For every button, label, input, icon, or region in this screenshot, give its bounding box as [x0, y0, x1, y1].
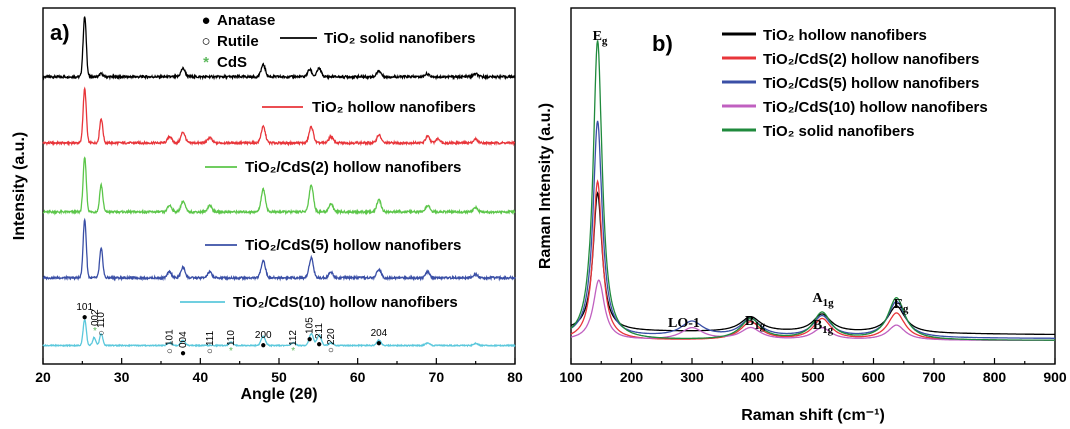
xrd-series-label: TiO₂/CdS(2) hollow nanofibers: [245, 159, 461, 176]
raman-x-axis-title: Raman shift (cm⁻¹): [741, 407, 885, 424]
hkl-label: 101: [165, 329, 176, 346]
raman-peak-label: LO-1: [668, 316, 700, 331]
xrd-x-tick-label: 80: [507, 369, 523, 385]
hkl-label: 110: [226, 330, 237, 346]
hkl-label: 204: [371, 328, 388, 339]
hkl-label: 004: [178, 331, 189, 348]
hkl-marker: ○: [328, 345, 334, 356]
raman-series-line: [570, 191, 1056, 336]
hkl-marker: ●: [260, 340, 266, 351]
raman-legend-label: TiO₂/CdS(10) hollow nanofibers: [763, 99, 988, 116]
hkl-marker: ●: [307, 334, 313, 345]
raman-chart: 100 200 300 400 500 600 700 800 900 b) Eg LO-1 B1g…: [537, 7, 1067, 424]
hkl-marker: ●: [180, 348, 186, 359]
xrd-series-label: TiO₂ hollow nanofibers: [312, 99, 476, 116]
hkl-label: 220: [326, 328, 337, 345]
hkl-label: 002: [90, 309, 101, 326]
raman-legend-label: TiO₂/CdS(5) hollow nanofibers: [763, 75, 979, 92]
phase-legend-label: CdS: [217, 54, 247, 71]
xrd-x-tick-label: 30: [114, 369, 130, 385]
hkl-marker: ○: [167, 346, 173, 357]
phase-legend-marker: *: [203, 54, 209, 71]
xrd-x-tick-label: 60: [350, 369, 366, 385]
hkl-marker: ○: [207, 346, 213, 357]
hkl-marker: ●: [82, 312, 88, 323]
hkl-label: 101: [76, 302, 93, 313]
xrd-x-tick-label: 40: [193, 369, 209, 385]
raman-x-tick-label: 800: [983, 369, 1007, 385]
raman-x-tick-label: 900: [1043, 369, 1067, 385]
phase-legend-label: Rutile: [217, 33, 259, 50]
phase-legend-label: Anatase: [217, 12, 275, 29]
raman-peak-label: B1g: [745, 314, 766, 332]
raman-legend-label: TiO₂/CdS(2) hollow nanofibers: [763, 51, 979, 68]
xrd-series-label: TiO₂ solid nanofibers: [324, 30, 475, 47]
panel-label-b: b): [652, 31, 673, 56]
xrd-series-line: [42, 15, 516, 81]
raman-peak-label: Eg: [593, 29, 608, 47]
raman-x-tick-label: 300: [680, 369, 704, 385]
phase-legend-marker: ○: [201, 33, 210, 50]
hkl-label: 112: [288, 330, 299, 346]
raman-x-tick-label: 400: [741, 369, 765, 385]
hkl-marker: ●: [376, 338, 382, 349]
raman-x-tick-label: 600: [862, 369, 886, 385]
xrd-series-line: [42, 217, 516, 282]
xrd-series-label: TiO₂/CdS(5) hollow nanofibers: [245, 237, 461, 254]
raman-peak-label: B1g: [813, 318, 834, 336]
raman-peak-label: A1g: [812, 291, 834, 309]
raman-series-line: [570, 40, 1055, 341]
raman-series-line: [570, 179, 1055, 341]
hkl-label: 111: [205, 330, 216, 346]
xrd-series-label: TiO₂/CdS(10) hollow nanofibers: [233, 294, 458, 311]
panel-label-a: a): [50, 20, 70, 45]
xrd-x-tick-label: 20: [35, 369, 51, 385]
raman-x-tick-label: 100: [559, 369, 583, 385]
xrd-y-axis-title: Intensity (a.u.): [11, 132, 28, 240]
xrd-series-line: [42, 156, 516, 216]
hkl-marker: *: [229, 346, 233, 357]
xrd-x-axis-title: Angle (2θ): [240, 386, 317, 403]
raman-legend-label: TiO₂ solid nanofibers: [763, 123, 914, 140]
raman-x-tick-label: 200: [620, 369, 644, 385]
xrd-series-line: [42, 86, 516, 147]
xrd-x-tick-label: 70: [429, 369, 445, 385]
hkl-marker: ●: [316, 339, 322, 350]
hkl-label: 211: [314, 323, 325, 339]
raman-x-tick-label: 500: [801, 369, 825, 385]
hkl-label: 105: [305, 317, 316, 334]
raman-x-tick-label: 700: [922, 369, 946, 385]
raman-peak-label: Eg: [894, 297, 909, 315]
xrd-series-line: [42, 318, 516, 348]
raman-y-axis-title: Raman Intensity (a.u.): [537, 103, 554, 269]
raman-legend-label: TiO₂ hollow nanofibers: [763, 27, 927, 44]
phase-legend-marker: ●: [201, 12, 210, 29]
xrd-chart: ●101*002○110○101●004○111*110 ●200*112 ●105…: [11, 7, 523, 403]
xrd-x-tick-label: 50: [271, 369, 287, 385]
hkl-marker: *: [291, 346, 295, 357]
hkl-marker: *: [93, 326, 97, 337]
hkl-label: 200: [255, 330, 272, 341]
hkl-marker: ○: [98, 328, 104, 339]
hkl-label: 110: [96, 312, 107, 328]
